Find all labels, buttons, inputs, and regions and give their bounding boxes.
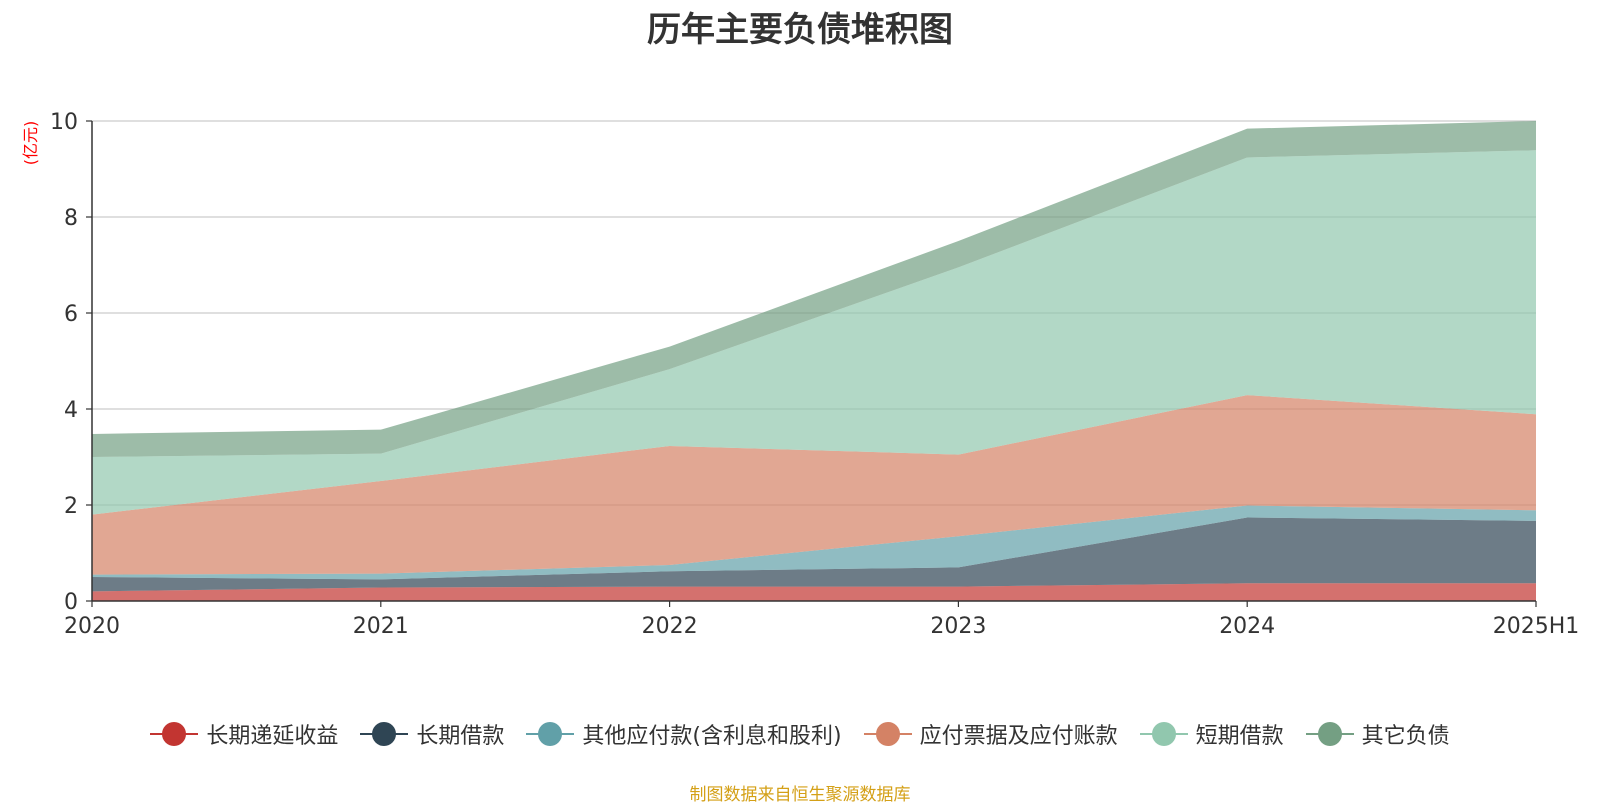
y-tick-label-2: 4 <box>64 398 78 423</box>
x-tick-label-2: 2022 <box>642 614 698 639</box>
area-series-2 <box>92 505 1536 580</box>
y-tick-label-4: 8 <box>64 206 78 231</box>
legend-marker-icon <box>526 721 575 747</box>
legend: 长期递延收益 长期借款 其他应付款(含利息和股利) 应付票据及应付账款 短期借款 其它负债 <box>0 718 1600 750</box>
legend-item-2[interactable]: 其他应付款(含利息和股利) <box>526 718 842 750</box>
y-tick-label-0: 0 <box>64 590 78 615</box>
legend-item-3[interactable]: 应付票据及应付账款 <box>863 718 1118 750</box>
legend-item-0[interactable]: 长期递延收益 <box>150 718 338 750</box>
x-tick-label-5: 2025H1 <box>1493 614 1580 639</box>
legend-marker-icon <box>1139 721 1188 747</box>
y-axis-unit-label: (亿元) <box>21 121 40 166</box>
area-series-0 <box>92 583 1536 601</box>
x-tick-label-0: 2020 <box>64 614 120 639</box>
chart-title: 历年主要负债堆积图 <box>647 10 953 50</box>
legend-marker-icon <box>360 721 409 747</box>
legend-label: 其他应付款(含利息和股利) <box>582 724 842 749</box>
legend-item-4[interactable]: 短期借款 <box>1139 718 1284 750</box>
legend-label: 长期递延收益 <box>206 724 339 749</box>
legend-marker-icon <box>863 721 912 747</box>
y-tick-label-3: 6 <box>64 302 78 327</box>
area-layer <box>92 121 1536 601</box>
area-series-4 <box>92 150 1536 515</box>
legend-marker-icon <box>1305 721 1354 747</box>
x-tick-label-1: 2021 <box>353 614 409 639</box>
legend-item-5[interactable]: 其它负债 <box>1305 718 1450 750</box>
legend-label: 短期借款 <box>1195 724 1284 749</box>
source-note: 制图数据来自恒生聚源数据库 <box>689 785 911 805</box>
y-tick-label-5: 10 <box>50 110 78 135</box>
y-tick-label-1: 2 <box>64 494 78 519</box>
legend-label: 其它负债 <box>1361 724 1450 749</box>
x-tick-label-3: 2023 <box>930 614 986 639</box>
legend-item-1[interactable]: 长期借款 <box>360 718 504 750</box>
legend-marker-icon <box>150 721 199 747</box>
legend-label: 应付票据及应付账款 <box>919 724 1118 749</box>
area-series-3 <box>92 395 1536 575</box>
axis-layer: 0 2 4 6 8 10 2020 2021 2022 2023 2024 2025H1 <box>50 110 1579 639</box>
area-series-1 <box>92 517 1536 592</box>
x-tick-label-4: 2024 <box>1219 614 1275 639</box>
legend-label: 长期借款 <box>416 724 505 749</box>
